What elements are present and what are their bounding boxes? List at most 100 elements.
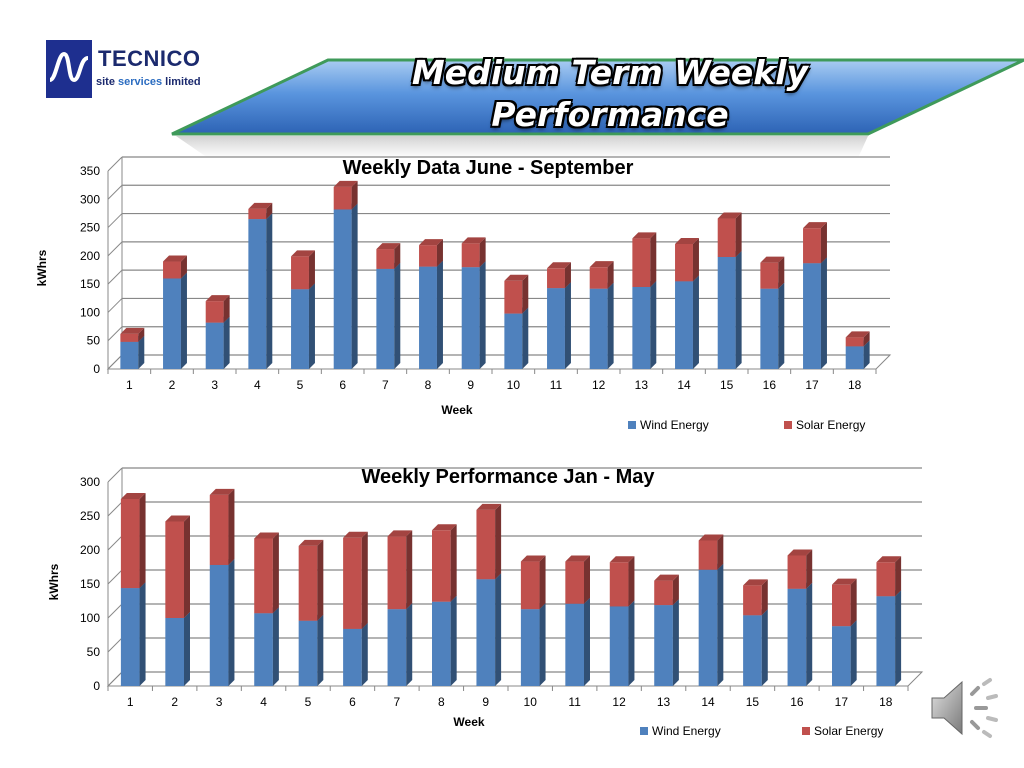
bar-side [223,316,230,369]
x-tick-label: 9 [467,378,474,392]
bar-side [584,597,590,686]
bar-side [266,202,273,220]
y-tick-label: 0 [93,679,100,693]
bar-solar [387,536,407,610]
bar-top [333,180,358,187]
gridline [107,326,123,342]
bar-side [317,539,324,621]
x-tick-label: 13 [657,695,671,709]
bar-top [209,488,235,495]
bar-solar [343,537,362,629]
logo-subtitle-word: limited [165,76,201,88]
bar-side [184,515,190,618]
y-tick-label: 200 [80,249,100,263]
bar-side [564,282,571,369]
bar-solar [589,267,608,289]
x-axis-label: Week [453,715,484,729]
bar-side [184,612,190,686]
x-tick-label: 14 [677,378,691,392]
bar-wind [432,601,451,686]
bar-wind [461,267,480,369]
bar-top [654,574,679,581]
bar-wind [520,609,540,686]
bar-side [479,261,486,369]
y-tick-label: 200 [80,543,100,557]
bar-side [850,578,857,627]
bar-solar [675,243,693,282]
logo-subtitle: site services limited [96,76,201,88]
logo-name: TECNICO [98,46,201,71]
bar-side [139,582,146,686]
bar-side [692,275,699,369]
title-banner [171,58,1024,158]
bar-top [717,212,742,219]
bar-top [698,534,724,541]
bar-solar [632,238,651,287]
gridline [107,535,123,551]
bar-solar [120,499,140,589]
bar-side [820,222,827,264]
y-tick-label: 300 [80,192,100,206]
bar-top [845,331,870,338]
bar-side [180,255,187,279]
gridline [107,467,123,483]
y-tick-label: 100 [80,611,100,625]
legend-label: Solar Energy [796,418,865,432]
bar-solar [254,538,273,614]
bar-side [850,620,857,686]
bar-side [522,274,529,314]
bar-side [735,212,742,257]
x-tick-label: 17 [835,695,849,709]
bar-wind [165,618,184,686]
bar-side [450,595,457,686]
y-axis-label: kWhrs [35,249,49,286]
legend-swatch [628,421,636,429]
x-tick-label: 14 [701,695,715,709]
bar-side [308,250,315,290]
bar-side [895,556,902,597]
x-tick-label: 3 [211,378,218,392]
bar-side [539,603,546,686]
y-tick-label: 100 [80,305,100,319]
y-tick-label: 50 [87,334,101,348]
bar-side [522,307,529,369]
bar-side [180,272,187,369]
legend-label: Wind Energy [652,724,721,738]
gridline [107,269,123,285]
bar-top [675,237,699,244]
x-tick-label: 5 [297,378,304,392]
bar-side [863,340,870,369]
bar-solar [803,228,821,264]
y-tick-label: 300 [80,475,100,489]
bar-wind [209,564,229,686]
bar-top [565,555,590,562]
bar-solar [333,186,352,210]
bar-top [163,255,187,262]
bar-wind [845,346,864,369]
bar-top [547,262,571,269]
bar-solar [165,521,184,618]
tecnico-logo-icon [46,40,92,98]
bar-top [760,256,785,263]
bar-top [432,524,457,531]
bar-wind [760,288,779,369]
bar-side [228,558,235,686]
legend-swatch [802,727,810,735]
bar-solar [209,494,229,565]
gridline [107,156,123,172]
bar-side [436,239,443,267]
bar-side [138,335,145,369]
speaker-icon[interactable] [928,676,1000,740]
bar-side [266,213,273,369]
x-tick-label: 12 [612,695,626,709]
x-tick-label: 4 [260,695,267,709]
bar-solar [876,562,896,597]
gridline [107,569,123,585]
gridline [107,184,123,200]
bar-wind [248,219,267,369]
bar-side [607,282,614,369]
bar-side [495,573,502,686]
bar-wind [743,615,762,686]
bar-top [787,549,813,556]
